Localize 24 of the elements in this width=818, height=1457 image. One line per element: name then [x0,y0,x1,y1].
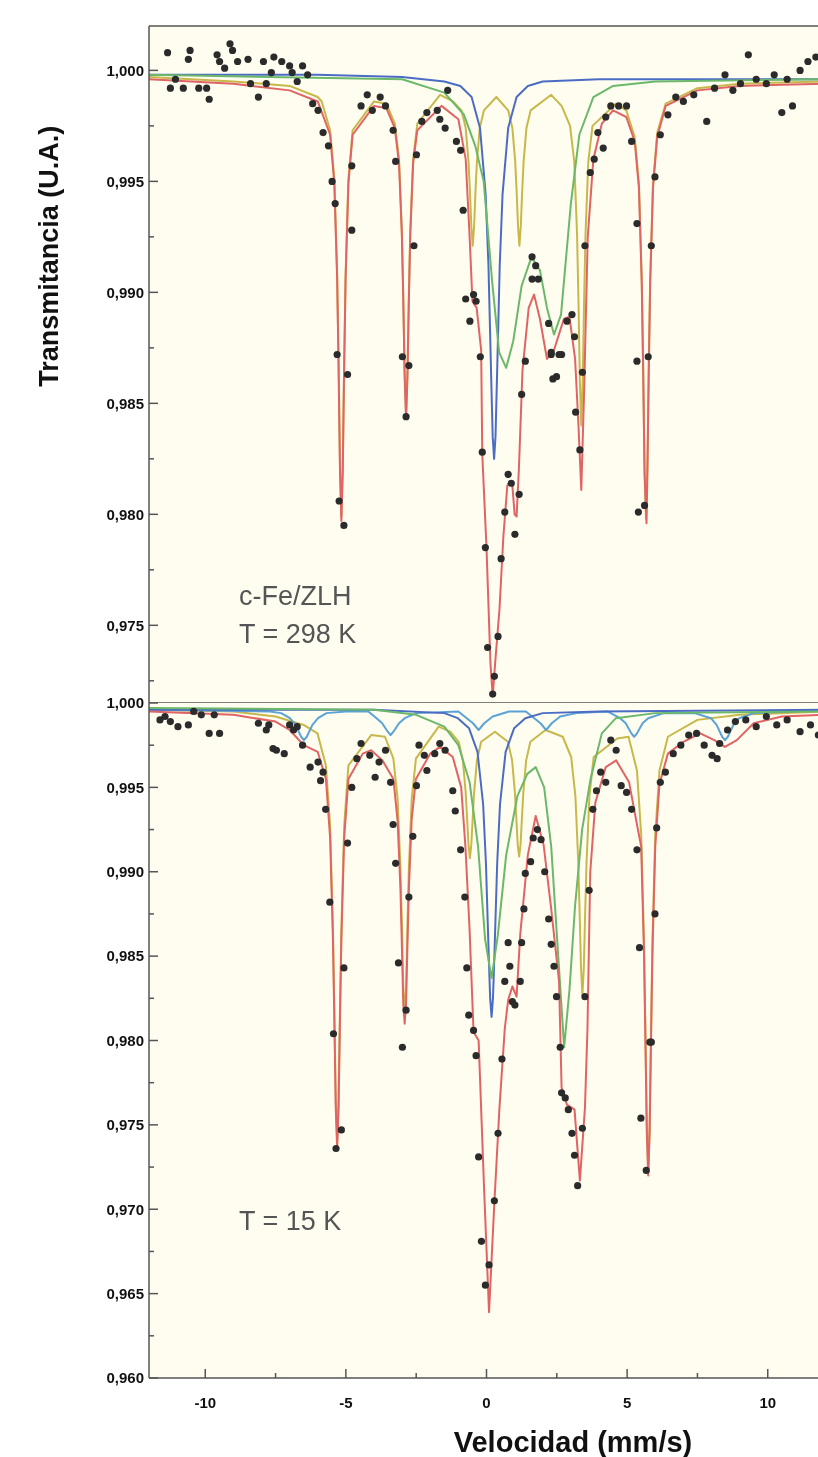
y-tick-label: 0,965 [106,1284,144,1302]
y-axis-title: Transmitancia (U.A.) [34,125,64,387]
y-tick-label: 0,980 [106,1031,144,1049]
x-tick-label: 5 [622,1394,632,1411]
x-tick-label: 10 [759,1394,777,1411]
y-tick-label: 1,000 [106,61,144,79]
y-tick-label: 1,000 [106,694,144,712]
x-tick-label: -10 [194,1394,217,1411]
y-tick-label: 0,990 [106,283,144,301]
y-tick-label: 0,970 [106,1200,144,1218]
y-tick-label: 0,980 [106,505,144,523]
annotation: T = 15 K [239,1205,342,1236]
y-tick-label: 0,975 [106,616,144,634]
annotation: T = 298 K [239,618,357,649]
y-tick-label: 0,995 [106,778,144,796]
y-tick-label: 0,985 [106,947,144,965]
annotation: c-Fe/ZLH [239,580,352,611]
y-tick-label: 0,975 [106,1116,144,1134]
y-tick-label: 0,985 [106,394,144,412]
y-tick-label: 0,960 [106,1369,144,1387]
x-tick-label: 0 [482,1394,491,1411]
y-tick-label: 0,995 [106,172,144,190]
y-tick-label: 0,990 [106,863,144,880]
x-tick-label: -5 [339,1394,353,1411]
